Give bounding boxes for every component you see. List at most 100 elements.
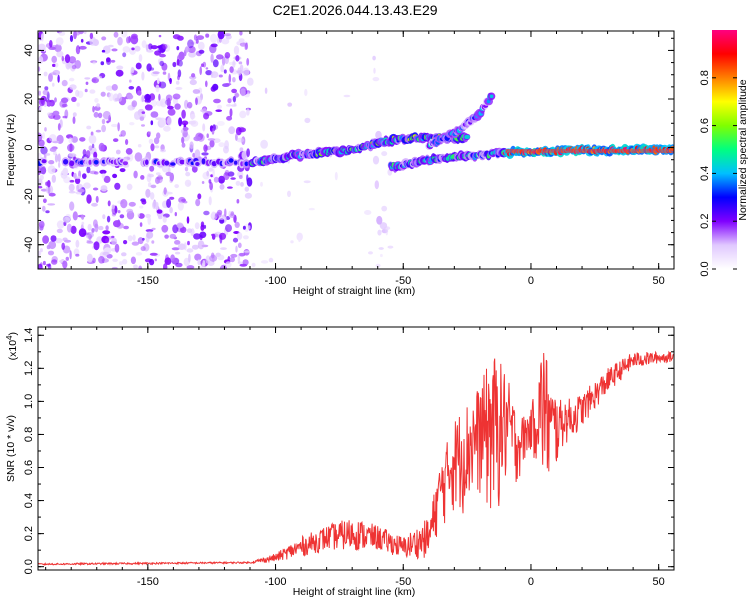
panel2-ytick-label: 1.4 [23, 328, 35, 343]
noise-blob [131, 241, 140, 246]
noise-blob [94, 223, 99, 233]
noise-blob [238, 127, 246, 133]
noise-blob [290, 240, 294, 244]
noise-blob [69, 201, 75, 211]
panel2-ytick-label: 0.2 [23, 526, 35, 541]
snr-line [38, 350, 674, 567]
noise-blob [174, 184, 179, 189]
noise-blob [217, 121, 225, 126]
noise-blob [120, 199, 128, 209]
noise-blob [56, 50, 64, 58]
noise-blob [378, 247, 384, 250]
noise-blob [38, 66, 41, 72]
noise-blob [146, 63, 152, 72]
noise-blob [107, 200, 111, 207]
noise-blob [167, 108, 176, 116]
noise-blob [146, 231, 154, 239]
panel1-ytick-label: 40 [23, 44, 35, 56]
noise-blob [197, 41, 205, 51]
noise-blob [368, 251, 373, 255]
noise-blob [38, 186, 43, 189]
noise-blob [91, 228, 95, 233]
noise-blob [205, 255, 211, 264]
noise-blob [211, 127, 215, 135]
noise-blob [125, 148, 133, 155]
noise-blob [77, 188, 85, 193]
noise-blob [38, 132, 43, 142]
trace-core [88, 159, 92, 165]
noise-blob [210, 53, 214, 63]
noise-blob [225, 261, 232, 268]
noise-blob [169, 78, 172, 83]
panel2-xtick-label: -50 [395, 576, 411, 588]
snr-panel: -150 -100 -50 0 50 0.0 0.2 0.4 0.6 0.8 1.0 1.2 1.4 He… [5, 326, 675, 598]
noise-blob [195, 38, 199, 44]
noise-blob [159, 60, 165, 67]
noise-blob [69, 250, 72, 260]
noise-blob [88, 134, 97, 144]
noise-blob [52, 110, 60, 116]
noise-blob [186, 265, 195, 269]
noise-blob [334, 171, 338, 181]
noise-blob [385, 226, 389, 236]
noise-blob [234, 93, 240, 98]
noise-blob [117, 36, 123, 46]
noise-blob [205, 67, 209, 70]
noise-blob [72, 112, 77, 117]
noise-blob [246, 108, 250, 116]
noise-blob [116, 65, 124, 70]
noise-blob [73, 248, 80, 256]
noise-blob [229, 256, 235, 263]
noise-blob [188, 51, 197, 58]
noise-blob [66, 223, 72, 233]
noise-blob [93, 151, 98, 159]
noise-blob [178, 117, 183, 127]
noise-blob [174, 103, 181, 110]
noise-blob [251, 262, 256, 268]
noise-blob [232, 77, 236, 83]
noise-blob [133, 170, 138, 179]
noise-blob [191, 165, 198, 173]
noise-blob [149, 165, 155, 172]
noise-blob [364, 210, 372, 215]
noise-blob [45, 184, 54, 195]
noise-blob [43, 198, 47, 204]
noise-blob [126, 208, 134, 214]
noise-blob [38, 220, 45, 229]
noise-blob [61, 242, 65, 250]
noise-blob [343, 94, 351, 98]
noise-blob [201, 152, 209, 156]
noise-blob [105, 225, 109, 231]
noise-blob [170, 254, 175, 261]
noise-blob [208, 167, 214, 172]
noise-blob [121, 252, 127, 257]
noise-blob [219, 184, 225, 190]
noise-blob [139, 205, 144, 209]
noise-blob [119, 261, 123, 266]
noise-blob [111, 237, 117, 246]
noise-blob [238, 252, 246, 257]
noise-blob [239, 147, 244, 152]
noise-blob [380, 253, 383, 258]
noise-blob [96, 103, 100, 108]
noise-blob [87, 253, 93, 263]
trace-core [489, 94, 494, 99]
trace-core [244, 161, 249, 167]
panel1-ytick-label: 20 [23, 93, 35, 105]
noise-blob [178, 51, 185, 61]
noise-blob [81, 214, 85, 220]
noise-blob [69, 143, 73, 153]
noise-blob [78, 45, 87, 50]
noise-blob [111, 266, 118, 269]
noise-blob [101, 36, 107, 41]
noise-blob [193, 233, 201, 240]
noise-blob [215, 109, 222, 112]
noise-blob [212, 168, 215, 178]
noise-blob [151, 227, 156, 231]
noise-blob [52, 82, 55, 87]
noise-blob [224, 52, 231, 59]
noise-blob [54, 153, 59, 163]
noise-blob [150, 99, 157, 107]
noise-blob [144, 94, 152, 101]
noise-blob [211, 211, 216, 219]
